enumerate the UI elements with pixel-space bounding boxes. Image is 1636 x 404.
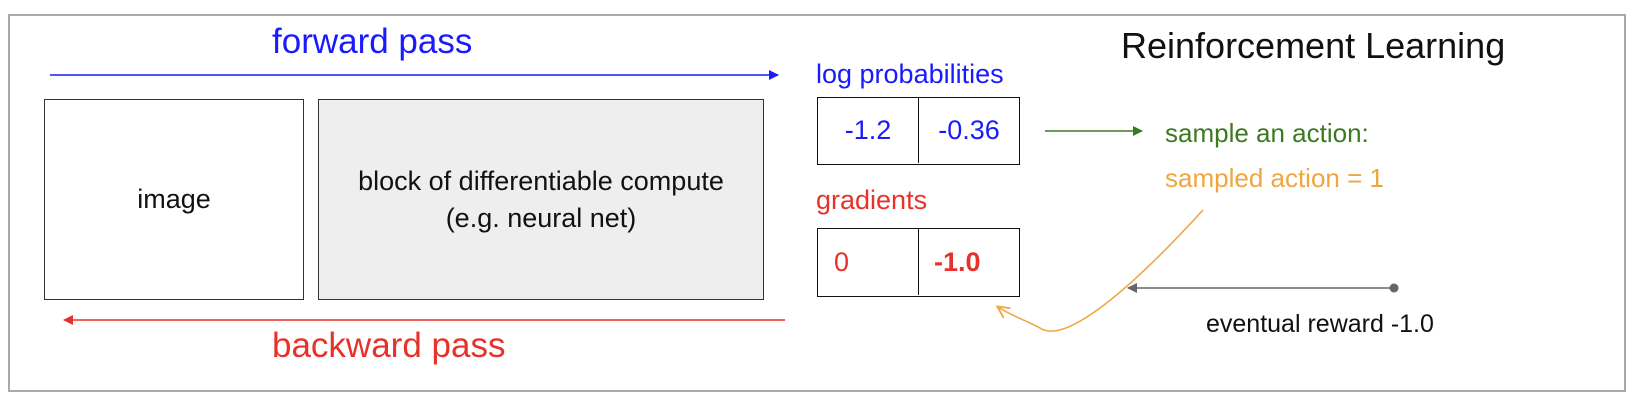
image-box: image xyxy=(44,99,304,300)
compute-box-line1: block of differentiable compute xyxy=(358,166,724,197)
forward-pass-label: forward pass xyxy=(272,22,473,61)
log-prob-cell-0: -1.2 xyxy=(844,115,892,145)
log-probabilities-label: log probabilities xyxy=(816,59,1004,89)
image-box-label: image xyxy=(137,184,211,215)
compute-box: block of differentiable compute (e.g. ne… xyxy=(318,99,764,300)
gradient-feedback-arrow xyxy=(998,209,1204,332)
reward-source-dot xyxy=(1389,283,1399,293)
diagram-frame xyxy=(8,14,1626,392)
compute-box-line2: (e.g. neural net) xyxy=(445,202,637,233)
gradient-cell-1: -1.0 xyxy=(934,246,981,277)
log-prob-divider xyxy=(918,98,919,163)
eventual-reward-label: eventual reward -1.0 xyxy=(1206,310,1434,338)
sample-action-label: sample an action: xyxy=(1165,118,1369,148)
gradients-divider xyxy=(918,229,919,295)
backward-pass-label: backward pass xyxy=(272,326,506,365)
gradients-table: 0 -1.0 xyxy=(817,228,1020,297)
diagram-title: Reinforcement Learning xyxy=(1121,25,1506,66)
log-probabilities-table: -1.2 -0.36 xyxy=(817,97,1020,165)
gradients-label: gradients xyxy=(816,185,928,215)
gradient-cell-0: 0 xyxy=(834,246,850,277)
log-prob-cell-1: -0.36 xyxy=(938,115,1000,145)
sampled-action-label: sampled action = 1 xyxy=(1165,163,1384,193)
